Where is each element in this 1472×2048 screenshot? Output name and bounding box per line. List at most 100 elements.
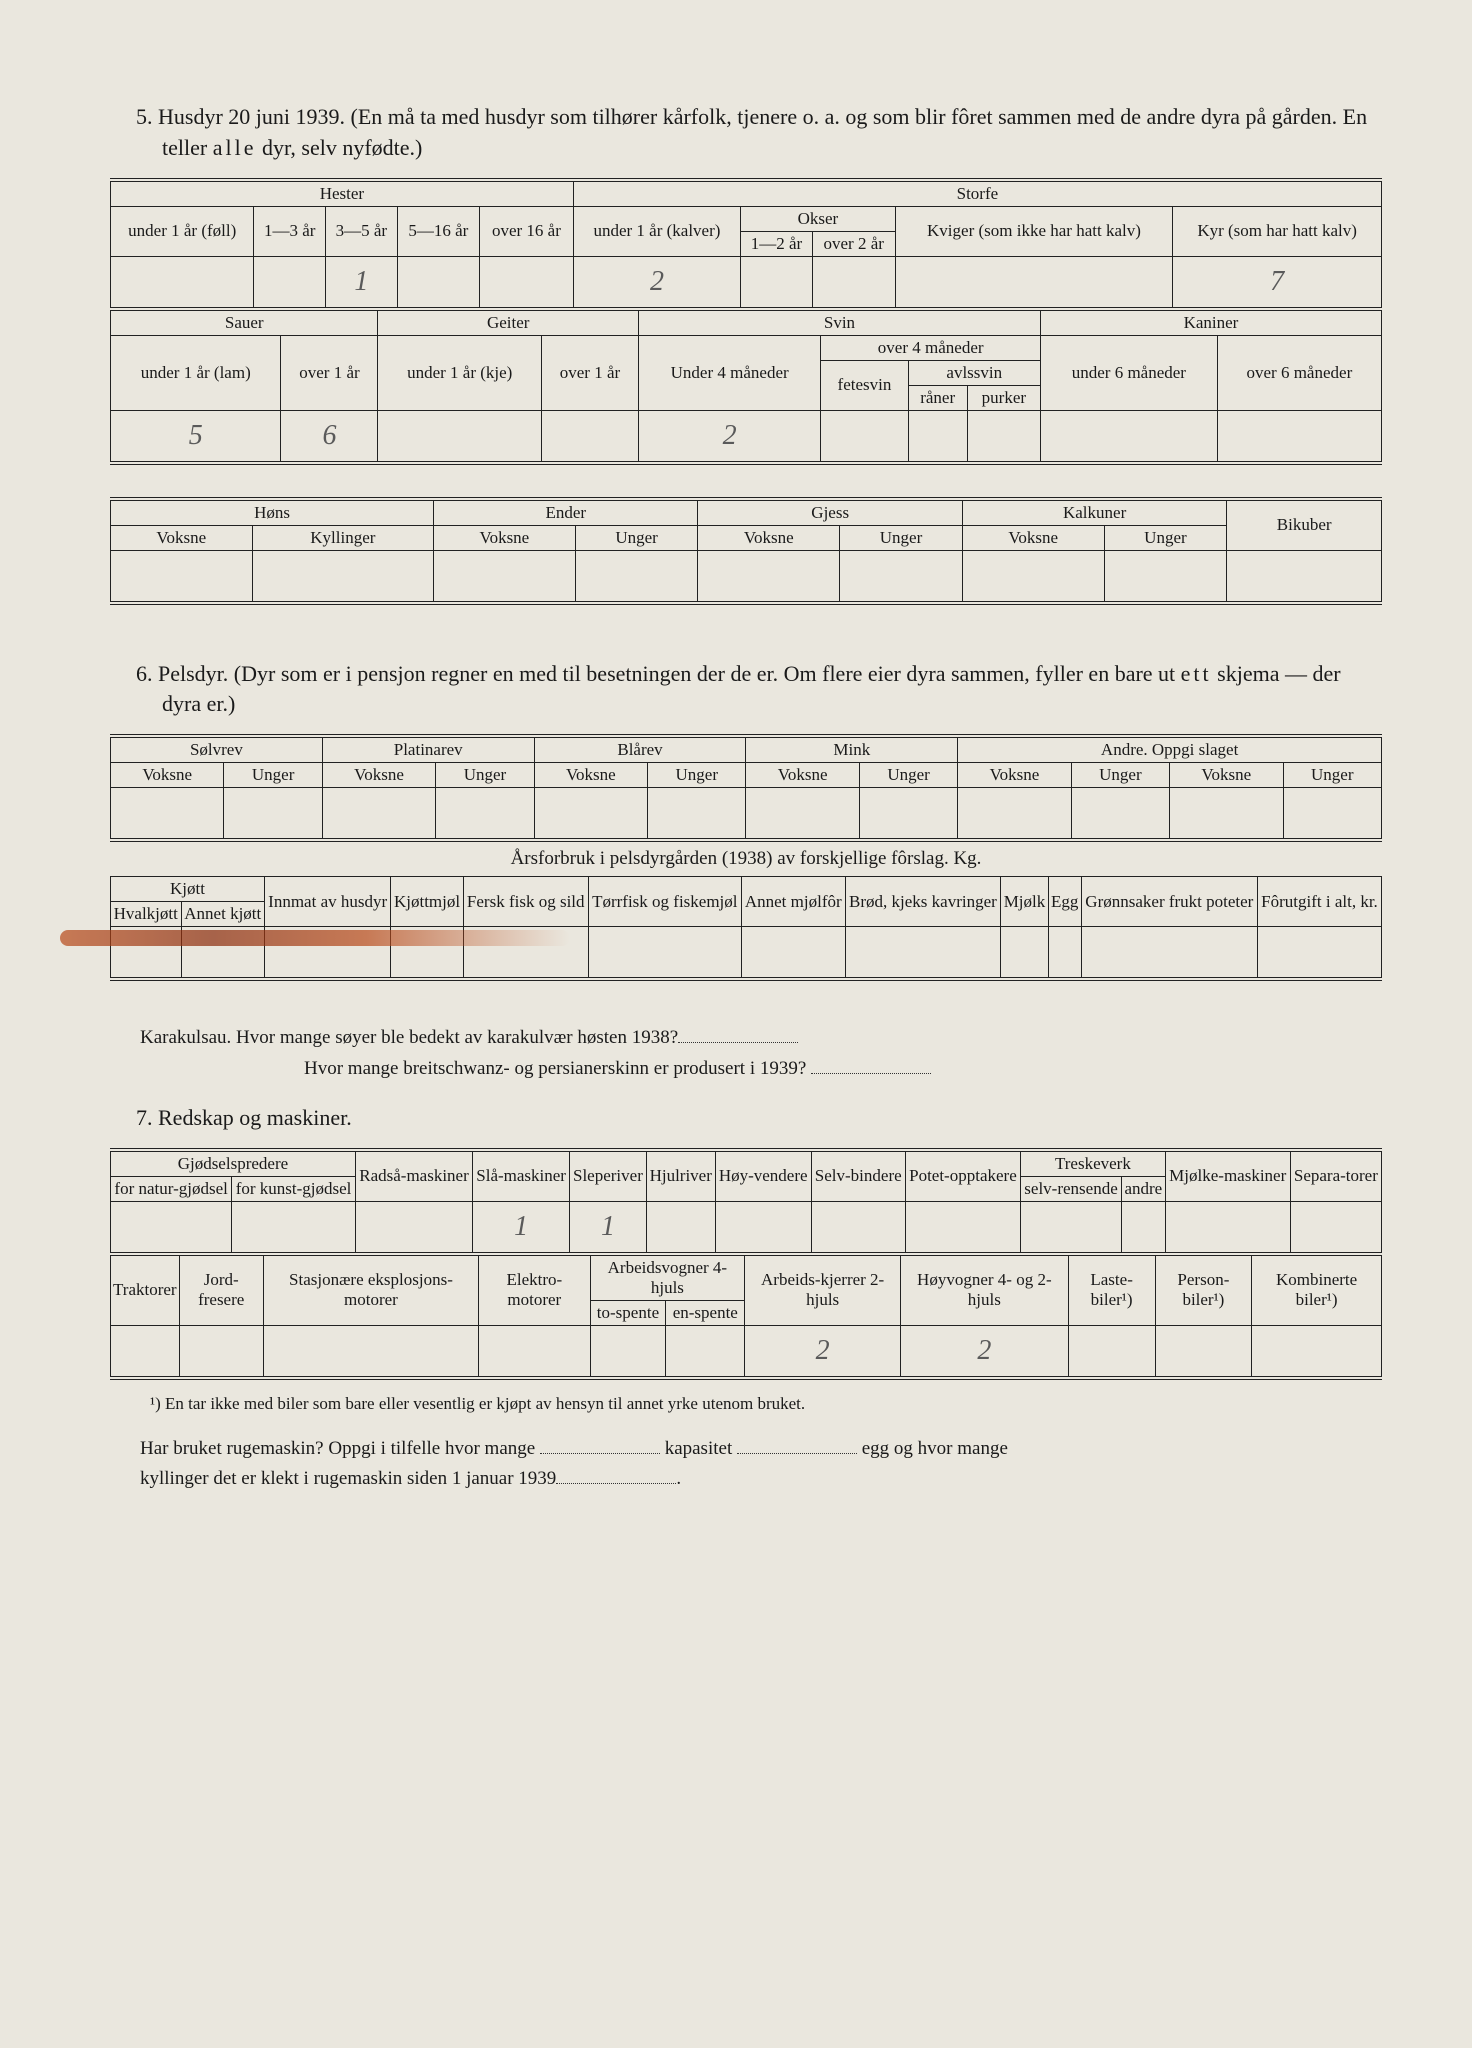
hdr-annetkjott: Annet kjøtt bbox=[181, 902, 265, 927]
hdr-forutgift: Fôrutgift i alt, kr. bbox=[1257, 877, 1381, 927]
v-a1-v[interactable] bbox=[958, 788, 1071, 841]
v-en-u[interactable] bbox=[575, 550, 698, 603]
hdr-hvalkjott: Hvalkjøtt bbox=[111, 902, 182, 927]
v-gj-v[interactable] bbox=[698, 550, 840, 603]
v-elek[interactable] bbox=[479, 1325, 591, 1378]
v-t2[interactable] bbox=[1121, 1201, 1165, 1254]
v-so-u[interactable] bbox=[224, 788, 322, 841]
v-bl-v[interactable] bbox=[534, 788, 647, 841]
v-sla[interactable]: 1 bbox=[473, 1201, 570, 1254]
v-sv4[interactable] bbox=[967, 410, 1040, 463]
tr-andre: andre bbox=[1121, 1176, 1165, 1201]
v-stas[interactable] bbox=[263, 1325, 478, 1378]
v-mi-v[interactable] bbox=[746, 788, 859, 841]
v-a2-u[interactable] bbox=[1283, 788, 1382, 841]
v-person[interactable] bbox=[1155, 1325, 1252, 1378]
hdr-arbeidsv: Arbeidsvogner 4-hjuls bbox=[590, 1255, 745, 1300]
kar-fill2[interactable] bbox=[811, 1055, 931, 1073]
ruge-d: kyllinger det er klekt i rugemaskin side… bbox=[140, 1468, 556, 1489]
v-sv1[interactable]: 2 bbox=[638, 410, 820, 463]
ruge-f3[interactable] bbox=[556, 1466, 676, 1484]
v-komb[interactable] bbox=[1252, 1325, 1382, 1378]
v-ge2[interactable] bbox=[541, 410, 638, 463]
h-516: 5—16 år bbox=[397, 206, 479, 256]
v-a1-u[interactable] bbox=[1071, 788, 1169, 841]
hdr-arbeidsk: Arbeids-kjerrer 2-hjuls bbox=[745, 1255, 901, 1325]
v-h1[interactable] bbox=[111, 256, 254, 309]
v-bro[interactable] bbox=[845, 927, 1001, 980]
s-over2: over 2 år bbox=[812, 231, 895, 256]
v-bl-u[interactable] bbox=[648, 788, 746, 841]
v-pl-v[interactable] bbox=[322, 788, 435, 841]
karakul-line1: Karakulsau. Hvor mange søyer ble bedekt … bbox=[110, 1023, 1382, 1084]
v-ho-k[interactable] bbox=[252, 550, 433, 603]
v-ka2[interactable] bbox=[1217, 410, 1381, 463]
v-h4[interactable] bbox=[397, 256, 479, 309]
v-pl-u[interactable] bbox=[436, 788, 534, 841]
v-hv[interactable]: 2 bbox=[901, 1325, 1069, 1378]
hdr-stasj: Stasjonære eksplosjons-motorer bbox=[263, 1255, 478, 1325]
v-av2[interactable] bbox=[666, 1325, 745, 1378]
v-s5[interactable]: 7 bbox=[1173, 256, 1382, 309]
v-mi-u[interactable] bbox=[859, 788, 957, 841]
v-ann[interactable] bbox=[741, 927, 845, 980]
v-slep[interactable]: 1 bbox=[570, 1201, 647, 1254]
v-sv2[interactable] bbox=[821, 410, 908, 463]
so-u: Unger bbox=[224, 763, 322, 788]
v-s2[interactable] bbox=[741, 256, 813, 309]
v-jord[interactable] bbox=[179, 1325, 263, 1378]
v-hoy[interactable] bbox=[715, 1201, 811, 1254]
rugemaskin: Har bruket rugemaskin? Oppgi i tilfelle … bbox=[110, 1434, 1382, 1495]
v-t1[interactable] bbox=[1021, 1201, 1122, 1254]
v-trak[interactable] bbox=[111, 1325, 180, 1378]
v-tor[interactable] bbox=[588, 927, 741, 980]
v-s1[interactable]: 2 bbox=[573, 256, 740, 309]
v-s3[interactable] bbox=[812, 256, 895, 309]
v-mjo[interactable] bbox=[1001, 927, 1048, 980]
v-rad[interactable] bbox=[355, 1201, 472, 1254]
ruge-f2[interactable] bbox=[737, 1436, 857, 1454]
v-ge1[interactable] bbox=[378, 410, 541, 463]
sv-raner: råner bbox=[908, 385, 967, 410]
v-av1[interactable] bbox=[590, 1325, 666, 1378]
sa-lam: under 1 år (lam) bbox=[111, 335, 281, 410]
v-bik[interactable] bbox=[1227, 550, 1382, 603]
v-hjul[interactable] bbox=[646, 1201, 715, 1254]
v-h2[interactable] bbox=[254, 256, 326, 309]
v-sa2[interactable]: 6 bbox=[281, 410, 378, 463]
sv-under4: Under 4 måneder bbox=[638, 335, 820, 410]
kar-fill1[interactable] bbox=[678, 1025, 798, 1043]
v-g2[interactable] bbox=[232, 1201, 356, 1254]
v-ka1[interactable] bbox=[1040, 410, 1217, 463]
v-laste[interactable] bbox=[1068, 1325, 1155, 1378]
hdr-innmat: Innmat av husdyr bbox=[265, 877, 391, 927]
v-h5[interactable] bbox=[480, 256, 574, 309]
v-sa1[interactable]: 5 bbox=[111, 410, 281, 463]
en-voksne: Voksne bbox=[434, 525, 576, 550]
hdr-mjolk: Mjølk bbox=[1001, 877, 1048, 927]
v-gj-u[interactable] bbox=[840, 550, 963, 603]
v-a2-v[interactable] bbox=[1170, 788, 1283, 841]
v-mjolke[interactable] bbox=[1165, 1201, 1290, 1254]
sv-over4: over 4 måneder bbox=[821, 335, 1041, 360]
v-potet[interactable] bbox=[905, 1201, 1020, 1254]
table-pelsdyr: Sølvrev Platinarev Blårev Mink Andre. Op… bbox=[110, 734, 1382, 842]
v-egg[interactable] bbox=[1048, 927, 1081, 980]
v-s4[interactable] bbox=[895, 256, 1173, 309]
v-ak[interactable]: 2 bbox=[745, 1325, 901, 1378]
v-ka-u[interactable] bbox=[1104, 550, 1227, 603]
v-gro[interactable] bbox=[1081, 927, 1257, 980]
v-ka-v[interactable] bbox=[962, 550, 1104, 603]
v-separ[interactable] bbox=[1290, 1201, 1381, 1254]
v-sv3[interactable] bbox=[908, 410, 967, 463]
ruge-f1[interactable] bbox=[540, 1436, 660, 1454]
v-selv[interactable] bbox=[811, 1201, 905, 1254]
hdr-andre: Andre. Oppgi slaget bbox=[958, 736, 1382, 763]
hdr-elektro: Elektro-motorer bbox=[479, 1255, 591, 1325]
v-en-v[interactable] bbox=[434, 550, 576, 603]
v-so-v[interactable] bbox=[111, 788, 224, 841]
v-h3[interactable]: 1 bbox=[326, 256, 398, 309]
v-ho-v[interactable] bbox=[111, 550, 253, 603]
v-for[interactable] bbox=[1257, 927, 1381, 980]
v-g1[interactable] bbox=[111, 1201, 232, 1254]
